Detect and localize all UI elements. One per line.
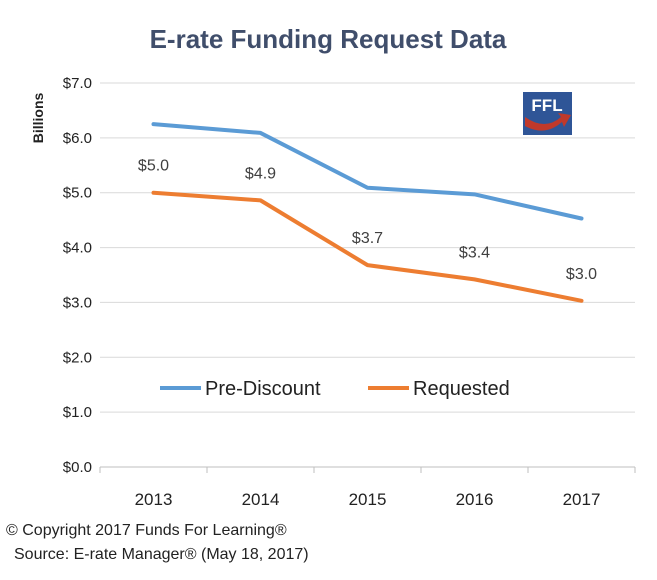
source-note: Source: E-rate Manager® (May 18, 2017) (14, 546, 309, 563)
x-tick-label: 2015 (349, 490, 387, 509)
y-axis-ticks: $0.0 $1.0 $2.0 $3.0 $4.0 $5.0 $6.0 $7.0 (63, 75, 92, 476)
data-point (474, 278, 475, 280)
y-tick-label: $5.0 (63, 185, 92, 202)
data-point (153, 192, 154, 194)
series-lines (151, 122, 584, 303)
data-point (153, 123, 154, 125)
legend-label: Pre-Discount (205, 378, 321, 400)
y-tick-label: $0.0 (63, 459, 92, 476)
chart-title: E-rate Funding Request Data (150, 24, 507, 54)
gridlines (100, 82, 635, 468)
y-tick-label: $4.0 (63, 240, 92, 257)
data-point (581, 300, 582, 302)
y-tick-label: $7.0 (63, 75, 92, 92)
x-tick-label: 2016 (456, 490, 494, 509)
data-point (581, 217, 582, 219)
x-tick-label: 2017 (563, 490, 601, 509)
data-label: $5.0 (138, 158, 169, 175)
y-tick-label: $6.0 (63, 130, 92, 147)
y-axis-label: Billions (30, 93, 46, 144)
data-point (474, 193, 475, 195)
x-axis: 2013 2014 2015 2016 2017 (99, 467, 636, 509)
copyright-note: © Copyright 2017 Funds For Learning® (6, 522, 287, 539)
y-tick-label: $3.0 (63, 294, 92, 311)
y-tick-label: $1.0 (63, 404, 92, 421)
logo-text: FFL (531, 96, 562, 115)
y-tick-label: $2.0 (63, 349, 92, 366)
legend-label: Requested (413, 378, 510, 400)
data-label: $3.4 (459, 244, 490, 261)
data-label: $3.0 (566, 266, 597, 283)
data-label: $3.7 (352, 230, 383, 247)
data-point (260, 132, 261, 134)
x-tick-label: 2014 (242, 490, 280, 509)
data-point (260, 199, 261, 201)
legend: Pre-Discount Requested (160, 378, 510, 400)
data-labels: $5.0 $4.9 $3.7 $3.4 $3.0 (138, 158, 597, 283)
data-point (367, 187, 368, 189)
x-tick-label: 2013 (135, 490, 173, 509)
data-label: $4.9 (245, 165, 276, 182)
ffl-logo: FFL (523, 92, 572, 135)
logo-arrow (525, 113, 571, 131)
data-point (367, 264, 368, 266)
